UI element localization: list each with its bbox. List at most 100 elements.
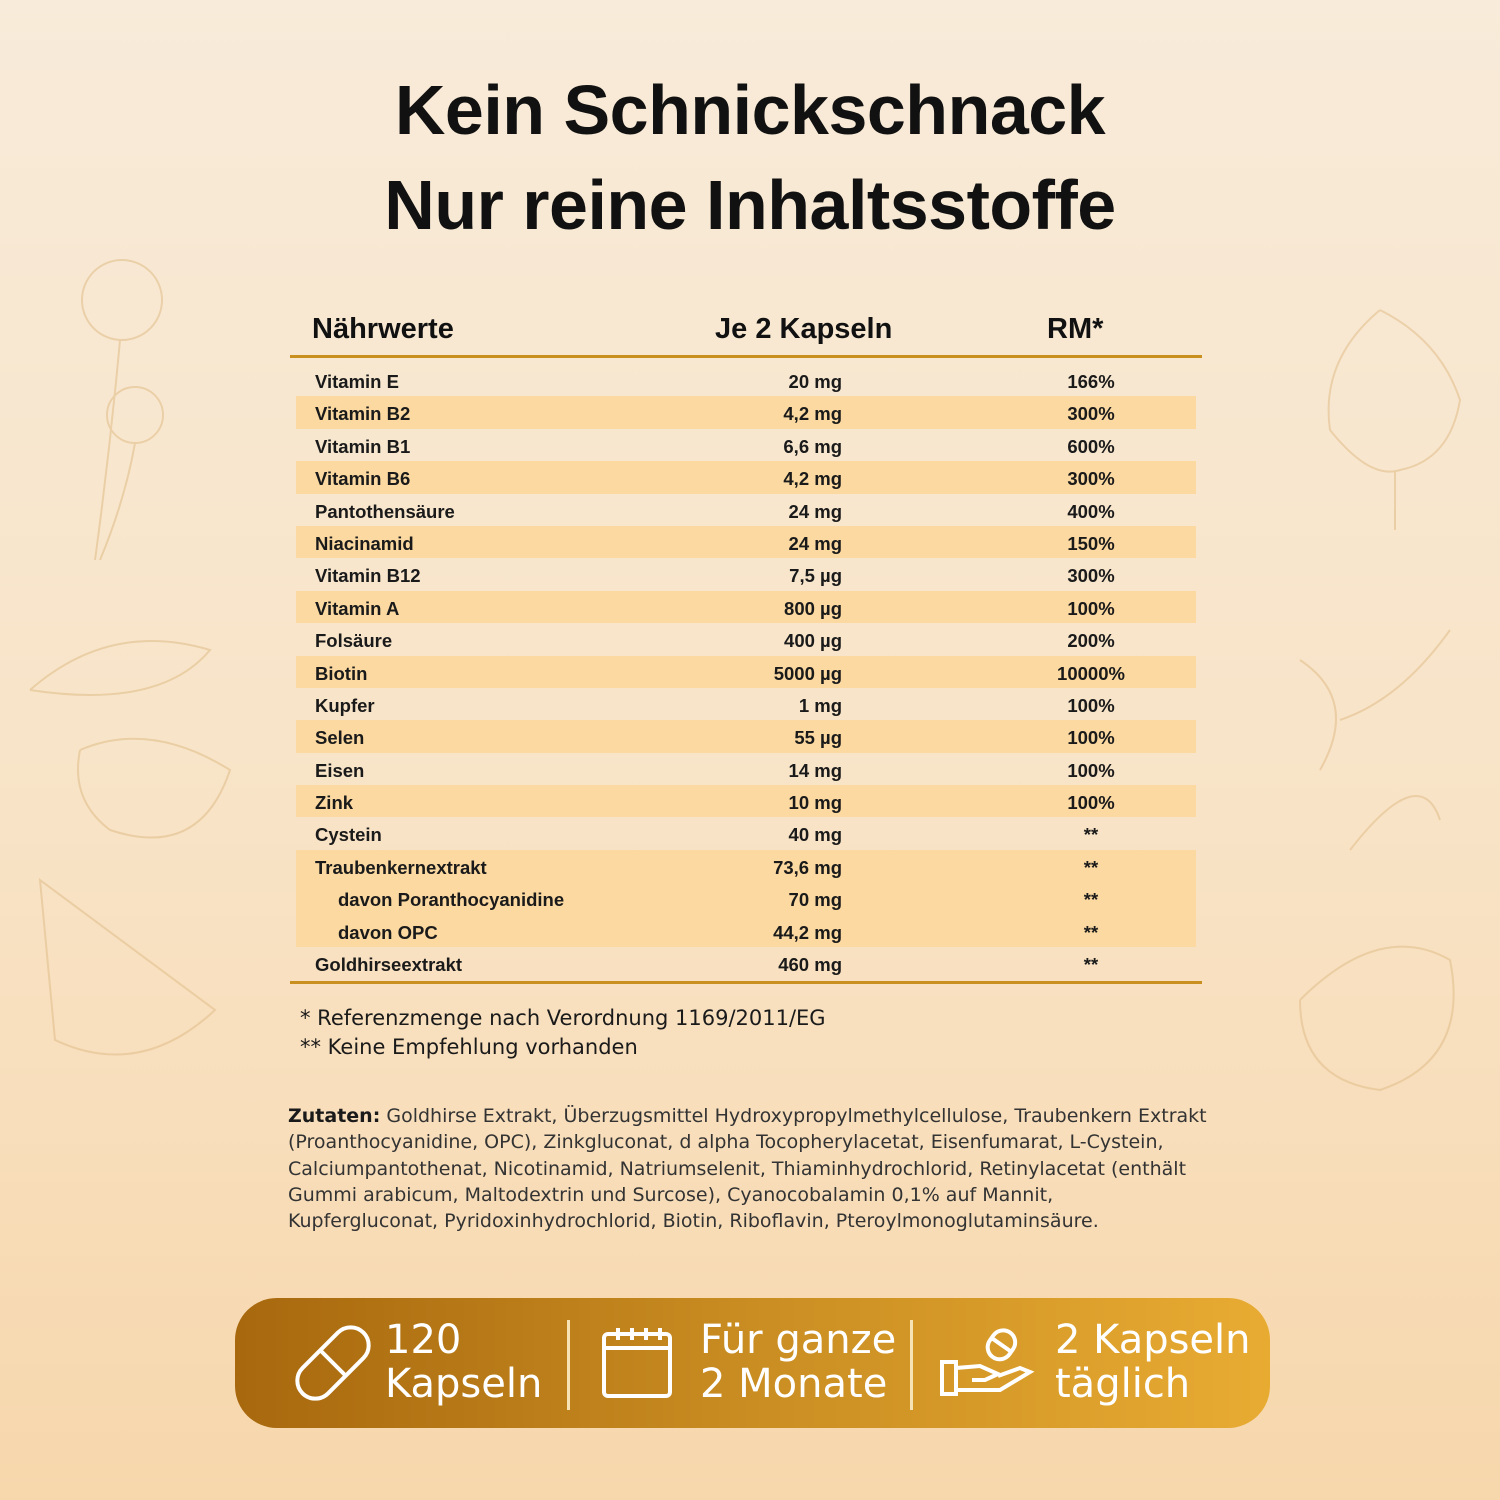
amount: 4,2 mg — [783, 403, 842, 425]
nutrition-table: Nährwerte Je 2 Kapseln RM* Vitamin E 20 m… — [290, 305, 1202, 985]
nutrient-name: Pantothensäure — [315, 500, 455, 522]
amount: 24 mg — [788, 500, 842, 522]
amount: 14 mg — [788, 759, 842, 781]
reference-percent: 100% — [1067, 792, 1115, 814]
banner-line: 2 Monate — [700, 1361, 888, 1407]
reference-percent: 10000% — [1057, 662, 1125, 684]
hand-icon — [940, 1328, 1035, 1396]
table-row: Traubenkernextrakt 73,6 mg ** — [296, 849, 1196, 883]
reference-percent: 200% — [1067, 630, 1115, 652]
reference-percent: 100% — [1067, 694, 1115, 716]
table-row: Vitamin A 800 µg 100% — [296, 590, 1196, 624]
amount: 400 µg — [784, 630, 842, 652]
table-header: Nährwerte Je 2 Kapseln RM* — [290, 305, 1202, 358]
amount: 20 mg — [788, 371, 842, 392]
amount: 24 mg — [788, 532, 842, 554]
nutrient-name: Vitamin B12 — [315, 565, 421, 587]
nutrient-name: Vitamin A — [315, 597, 400, 619]
nutrient-name: Traubenkernextrakt — [315, 856, 487, 878]
banner-item: 2 Kapseln täglich — [1055, 1318, 1251, 1406]
nutrient-name: Vitamin B6 — [315, 468, 411, 490]
banner-line: Kapseln — [385, 1361, 543, 1407]
title-line: Kein Schnickschnack — [394, 71, 1106, 149]
banner-line: 120 — [385, 1317, 462, 1363]
table-row: Folsäure 400 µg 200% — [296, 623, 1196, 655]
table-row: Vitamin E 20 mg 166% — [296, 364, 1196, 396]
reference-percent: 100% — [1067, 727, 1115, 749]
nutrient-name: Goldhirseextrakt — [315, 954, 463, 976]
reference-percent: ** — [1083, 889, 1099, 911]
nutrient-name: Eisen — [315, 759, 365, 781]
amount: 40 mg — [788, 824, 842, 846]
nutrient-name: Cystein — [315, 824, 382, 846]
column-header: Nährwerte — [312, 313, 454, 345]
reference-percent: 600% — [1067, 435, 1115, 457]
nutrient-name: Vitamin E — [315, 371, 399, 392]
banner-item: Für ganze 2 Monate — [700, 1318, 896, 1406]
table-row: Vitamin B2 4,2 mg 300% — [296, 396, 1196, 429]
reference-percent: 300% — [1067, 403, 1115, 425]
table-row: Eisen 14 mg 100% — [296, 753, 1196, 785]
amount: 10 mg — [788, 792, 842, 814]
table-row: Pantothensäure 24 mg 400% — [296, 494, 1196, 526]
table-row: Biotin 5000 µg 10000% — [296, 655, 1196, 688]
column-header: Je 2 Kapseln — [715, 313, 893, 345]
amount: 800 µg — [784, 597, 842, 619]
reference-percent: 100% — [1067, 597, 1115, 619]
nutrient-name: Folsäure — [315, 630, 393, 652]
reference-percent: 150% — [1067, 532, 1115, 554]
amount: 460 mg — [778, 954, 842, 976]
table-row: Selen 55 µg 100% — [296, 720, 1196, 753]
table-row: Kupfer 1 mg 100% — [296, 688, 1196, 720]
table-row: Zink 10 mg 100% — [296, 785, 1196, 818]
reference-percent: ** — [1083, 856, 1099, 878]
nutrient-name: Kupfer — [315, 694, 375, 716]
calendar-icon — [602, 1328, 672, 1398]
title-line: Nur reine Inhaltsstoffe — [384, 166, 1116, 244]
divider — [567, 1320, 570, 1410]
amount: 70 mg — [788, 889, 842, 911]
divider — [910, 1320, 913, 1410]
footnote: * Referenzmenge nach Verordnung 1169/201… — [300, 1006, 826, 1030]
reference-percent: 300% — [1067, 468, 1115, 490]
ingredients-label: Zutaten: — [288, 1105, 381, 1127]
table-row: Vitamin B1 6,6 mg 600% — [296, 429, 1196, 461]
nutrient-name: Selen — [315, 727, 365, 749]
table-row: Goldhirseextrakt 460 mg ** — [296, 947, 1196, 979]
table-row: Cystein 40 mg ** — [296, 817, 1196, 849]
amount: 4,2 mg — [783, 468, 842, 490]
capsule-icon — [295, 1325, 371, 1401]
column-header: RM* — [1047, 313, 1104, 345]
table-body: Vitamin E 20 mg 166% Vitamin B2 4,2 mg 300% Vi… — [290, 358, 1202, 985]
amount: 1 mg — [798, 694, 842, 716]
amount: 7,5 µg — [789, 565, 842, 587]
ingredients-text: Goldhirse Extrakt, Überzugsmittel Hydrox… — [288, 1105, 1207, 1233]
nutrient-name: Niacinamid — [315, 532, 414, 554]
amount: 73,6 mg — [773, 856, 842, 878]
reference-percent: ** — [1083, 921, 1099, 943]
nutrient-name: davon Poranthocyanidine — [338, 889, 565, 911]
nutrient-name: Zink — [315, 792, 354, 814]
info-banner: 120 Kapseln Für ganze 2 Monate 2 Kapseln tä… — [235, 1298, 1270, 1428]
reference-percent: 300% — [1067, 565, 1115, 587]
banner-line: täglich — [1055, 1361, 1191, 1407]
amount: 6,6 mg — [783, 435, 842, 457]
table-row: davon OPC 44,2 mg ** — [296, 914, 1196, 948]
reference-percent: 100% — [1067, 759, 1115, 781]
amount: 44,2 mg — [773, 921, 842, 943]
nutrient-name: Vitamin B1 — [315, 435, 411, 457]
table-row: Vitamin B12 7,5 µg 300% — [296, 558, 1196, 590]
nutrient-name: davon OPC — [338, 921, 438, 943]
nutrient-name: Biotin — [315, 662, 368, 684]
table-row: davon Poranthocyanidine 70 mg ** — [296, 882, 1196, 915]
nutrient-name: Vitamin B2 — [315, 403, 411, 425]
table-row: Vitamin B6 4,2 mg 300% — [296, 461, 1196, 494]
reference-percent: 166% — [1067, 371, 1115, 392]
banner-line: 2 Kapseln — [1055, 1317, 1251, 1363]
banner-line: Für ganze — [700, 1317, 897, 1363]
footnote: ** Keine Empfehlung vorhanden — [300, 1035, 638, 1059]
reference-percent: 400% — [1067, 500, 1115, 522]
reference-percent: ** — [1083, 954, 1099, 976]
